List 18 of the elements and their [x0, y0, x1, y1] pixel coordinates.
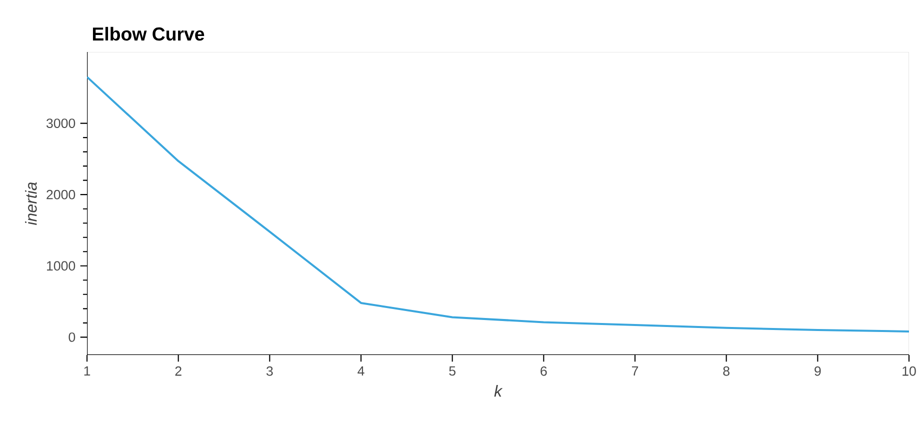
x-tick-label: 3: [266, 366, 273, 376]
y-tick-label: 0: [68, 332, 76, 342]
x-tick-label: 8: [723, 366, 730, 376]
x-axis-title: k: [494, 384, 503, 397]
x-tick-label: 2: [175, 366, 182, 376]
y-tick-label: 3000: [46, 118, 76, 128]
x-tick-label: 10: [902, 366, 916, 376]
x-tick-label: 6: [540, 366, 547, 376]
x-tick-label: 9: [814, 366, 821, 376]
x-tick-label: 5: [449, 366, 456, 376]
x-tick-label: 7: [632, 366, 638, 376]
x-tick-label: 1: [84, 366, 90, 376]
y-tick-label: 2000: [46, 190, 76, 200]
y-tick-label: 1000: [46, 261, 76, 271]
y-axis-title: inertia: [25, 182, 37, 226]
line-series: [87, 76, 910, 332]
x-tick-label: 4: [358, 366, 364, 376]
chart-title: Elbow Curve: [92, 26, 204, 41]
